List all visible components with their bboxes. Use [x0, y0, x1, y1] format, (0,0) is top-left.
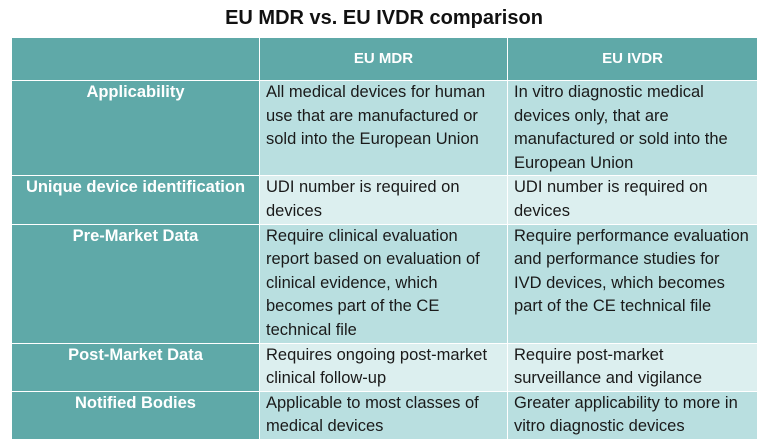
mdr-cell: Applicable to most classes of medical de… [259, 390, 508, 440]
header-ivdr: EU IVDR [507, 37, 758, 81]
mdr-cell: All medical devices for human use that a… [259, 79, 508, 177]
ivdr-cell: In vitro diagnostic medical devices only… [507, 79, 758, 177]
table-row: Pre-Market Data Require clinical evaluat… [11, 223, 758, 344]
ivdr-cell: Require performance evaluation and perfo… [507, 223, 758, 344]
row-label: Post-Market Data [11, 342, 260, 392]
header-row: EU MDR EU IVDR [11, 37, 758, 81]
ivdr-cell: UDI number is required on devices [507, 175, 758, 225]
table-row: Unique device identification UDI number … [11, 175, 758, 225]
row-label: Notified Bodies [11, 390, 260, 440]
header-mdr: EU MDR [259, 37, 508, 81]
page-title: EU MDR vs. EU IVDR comparison [225, 7, 543, 29]
row-label: Applicability [11, 79, 260, 177]
header-empty [11, 37, 260, 81]
row-label: Unique device identification [11, 175, 260, 225]
comparison-table: EU MDR EU IVDR Applicability All medical… [11, 37, 758, 440]
row-label: Pre-Market Data [11, 223, 260, 344]
table-row: Applicability All medical devices for hu… [11, 79, 758, 177]
table-row: Post-Market Data Requires ongoing post-m… [11, 342, 758, 392]
table-row: Notified Bodies Applicable to most class… [11, 390, 758, 440]
mdr-cell: Require clinical evaluation report based… [259, 223, 508, 344]
ivdr-cell: Greater applicability to more in vitro d… [507, 390, 758, 440]
mdr-cell: UDI number is required on devices [259, 175, 508, 225]
mdr-cell: Requires ongoing post-market clinical fo… [259, 342, 508, 392]
ivdr-cell: Require post-market surveillance and vig… [507, 342, 758, 392]
